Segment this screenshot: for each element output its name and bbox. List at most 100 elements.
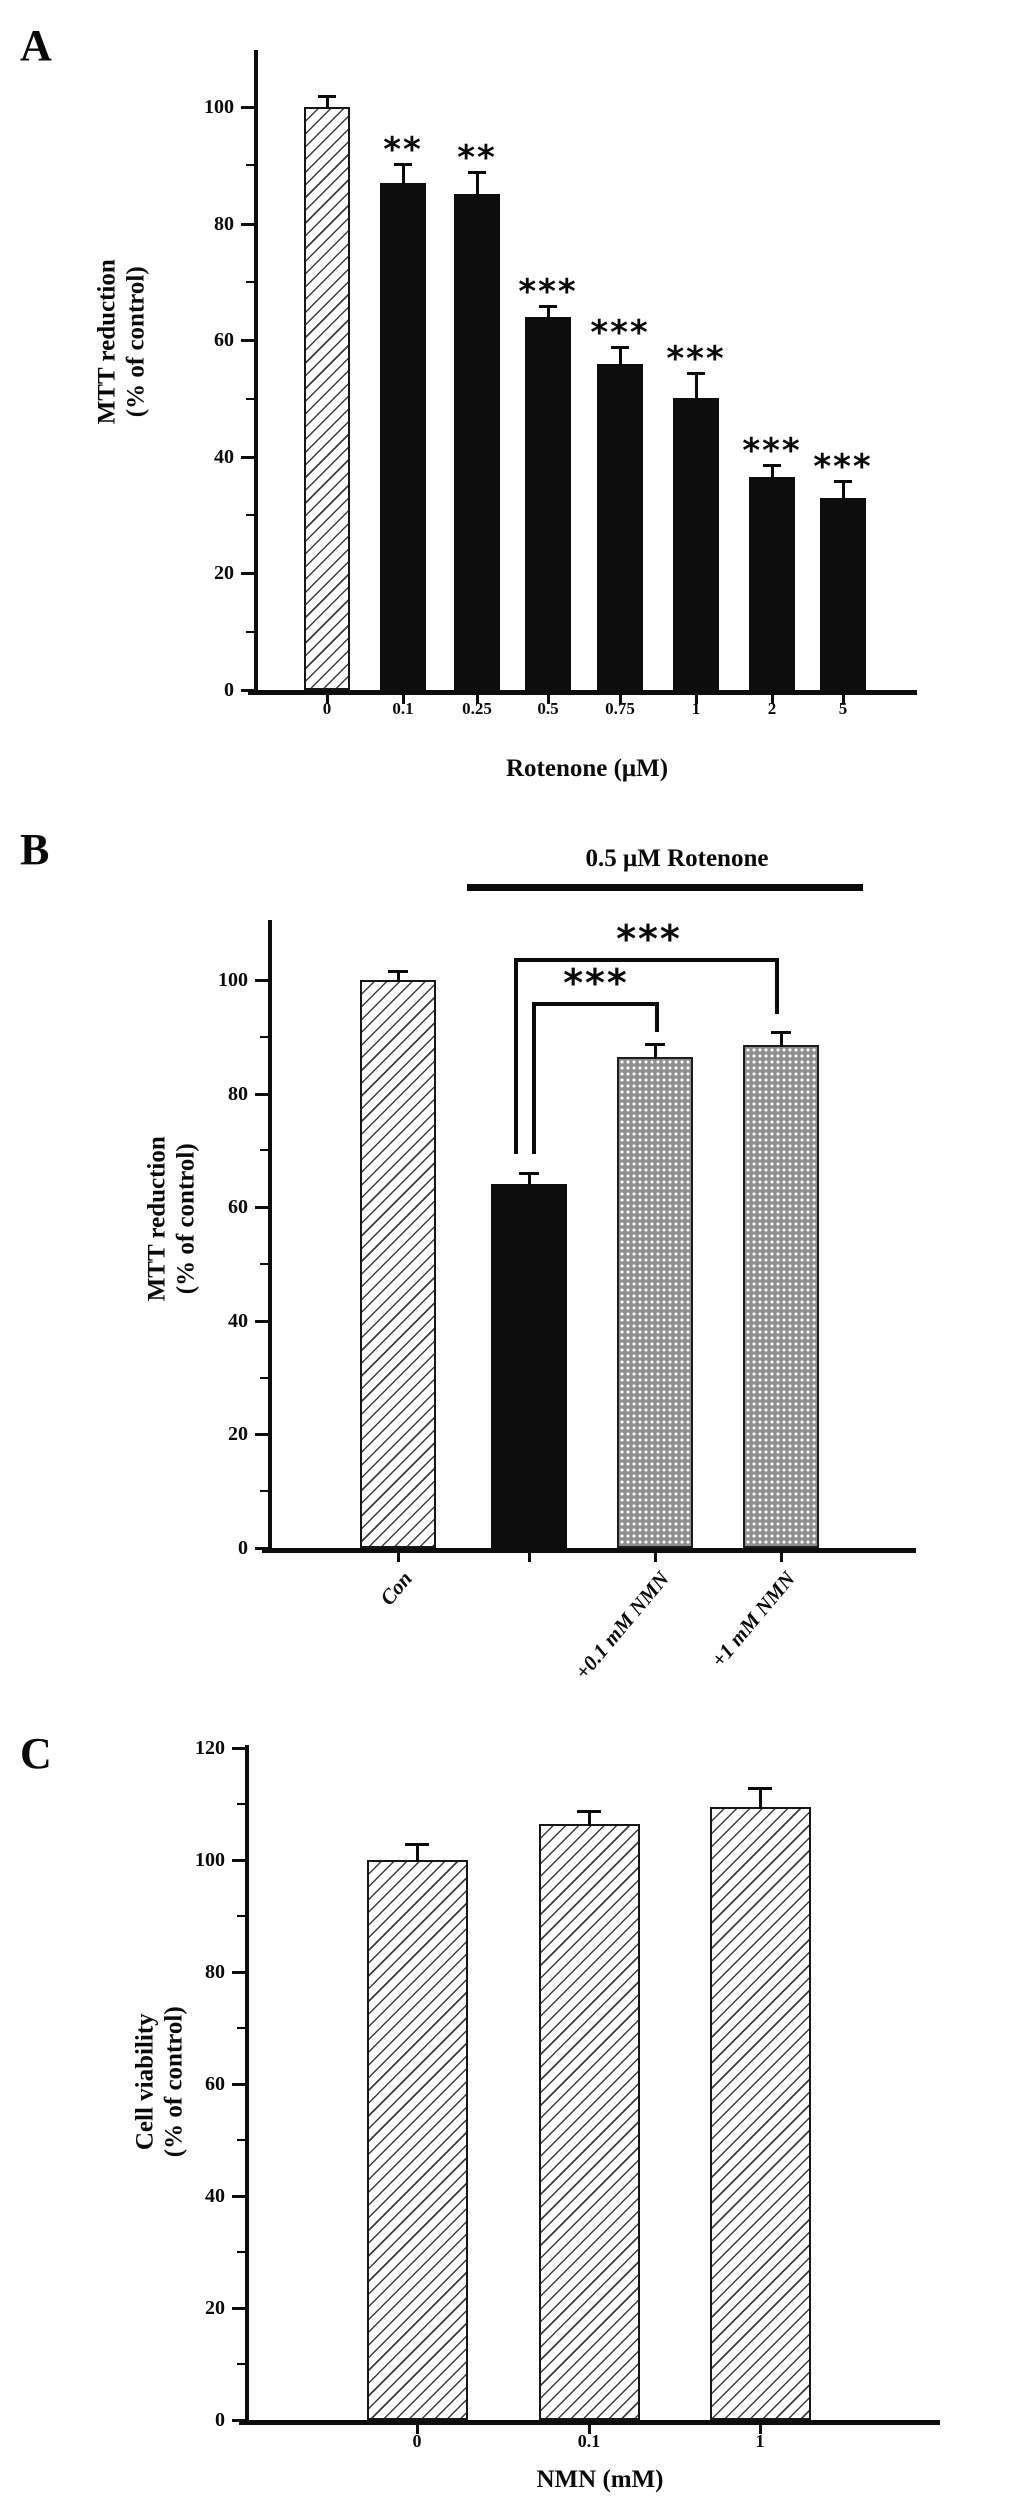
bar xyxy=(491,1184,567,1548)
x-tick xyxy=(401,695,405,704)
y-axis xyxy=(245,1745,249,2424)
x-axis xyxy=(262,1548,916,1553)
bar xyxy=(673,398,719,690)
error-bar-cap xyxy=(687,372,705,375)
inner-bracket-top xyxy=(532,1002,659,1006)
y-major-tick xyxy=(241,106,254,109)
x-tick-label: +1 mM NMN xyxy=(706,1566,800,1672)
y-tick-label: 100 xyxy=(195,1849,225,1871)
panel-a-ylabel-line2: (% of control) xyxy=(122,266,149,418)
error-bar-whisker xyxy=(475,174,479,196)
bar xyxy=(820,498,866,690)
y-tick-label: 20 xyxy=(205,2297,225,2319)
y-major-tick xyxy=(232,2083,245,2086)
y-minor-tick xyxy=(246,397,254,400)
y-major-tick xyxy=(232,1971,245,1974)
y-minor-tick xyxy=(246,514,254,517)
x-tick xyxy=(618,695,622,704)
error-bar-cap xyxy=(519,1172,539,1175)
sig-label: *** xyxy=(590,313,650,353)
y-major-tick xyxy=(255,979,268,982)
x-tick xyxy=(841,695,845,704)
sig-label: ** xyxy=(457,138,497,178)
bar xyxy=(709,1807,811,2420)
y-minor-tick xyxy=(260,1263,268,1265)
panel-a-letter: A xyxy=(20,21,52,70)
y-minor-tick xyxy=(237,1915,245,1917)
x-tick-label: 0.25 xyxy=(462,699,492,718)
bar xyxy=(538,1824,640,2420)
y-tick-label: 80 xyxy=(214,212,234,235)
bar xyxy=(366,1860,468,2420)
x-axis xyxy=(239,2420,940,2425)
x-tick-label: 0.75 xyxy=(605,699,635,718)
y-tick-label: 20 xyxy=(228,1423,248,1446)
x-tick xyxy=(770,695,774,704)
bar xyxy=(617,1057,693,1548)
y-tick-label: 80 xyxy=(205,1961,225,1983)
panel-a-ylabel-line1: MTT reduction xyxy=(93,259,121,425)
y-major-tick xyxy=(241,339,254,343)
error-bar-whisker xyxy=(546,308,550,319)
y-minor-tick xyxy=(237,2139,245,2141)
bar xyxy=(380,183,426,690)
x-tick xyxy=(653,1553,657,1562)
error-bar-whisker xyxy=(653,1046,657,1059)
bar xyxy=(597,364,643,690)
x-tick-label: 0 xyxy=(322,699,332,718)
y-tick-label: 100 xyxy=(204,96,234,118)
error-bar-cap xyxy=(611,346,629,349)
y-tick-label: 0 xyxy=(215,2409,225,2431)
outer-bracket-sig-label: *** xyxy=(616,917,682,961)
y-major-tick xyxy=(232,1859,245,1862)
inner-bracket-right-leg xyxy=(655,1002,659,1032)
error-bar-whisker xyxy=(758,1790,762,1809)
x-tick xyxy=(475,695,479,704)
bar xyxy=(304,107,350,690)
y-tick-label: 80 xyxy=(228,1082,248,1105)
y-major-tick xyxy=(232,1747,245,1750)
y-tick-label: 40 xyxy=(205,2185,225,2207)
x-tick xyxy=(694,695,698,704)
x-axis xyxy=(248,690,917,695)
error-bar-cap xyxy=(771,1031,791,1034)
sig-label: *** xyxy=(813,447,873,487)
y-major-tick xyxy=(232,2195,245,2198)
sig-label: *** xyxy=(666,339,726,379)
x-tick-label: 1 xyxy=(755,2431,765,2451)
y-minor-tick xyxy=(246,280,254,283)
x-tick xyxy=(758,2425,762,2434)
x-tick xyxy=(587,2425,591,2434)
y-major-tick xyxy=(241,572,254,576)
y-tick-label: 20 xyxy=(214,562,234,585)
inner-bracket-sig-label: *** xyxy=(563,961,629,1005)
y-minor-tick xyxy=(260,1490,268,1493)
error-bar-cap xyxy=(405,1843,429,1846)
error-bar-whisker xyxy=(770,467,774,479)
outer-bracket-top xyxy=(514,958,779,962)
y-axis xyxy=(254,50,258,694)
y-minor-tick xyxy=(246,164,254,167)
panel-b-title-underline xyxy=(467,884,863,891)
x-tick-label: Con xyxy=(375,1566,417,1610)
x-tick xyxy=(779,1553,783,1562)
y-tick-label: 40 xyxy=(214,445,234,468)
error-bar-cap xyxy=(577,1810,601,1813)
error-bar-cap xyxy=(834,480,852,483)
panel-c-x-axis-title: NMN (mM) xyxy=(536,2466,664,2493)
error-bar-whisker xyxy=(401,166,405,185)
x-tick-label: 5 xyxy=(838,699,848,718)
y-major-tick xyxy=(255,1092,268,1096)
bar xyxy=(525,317,571,690)
y-minor-tick xyxy=(237,2363,245,2365)
error-bar-cap xyxy=(539,305,557,308)
x-tick xyxy=(546,695,550,704)
x-tick-label: 1 xyxy=(691,699,701,718)
sig-label: ** xyxy=(383,130,423,170)
sig-label: *** xyxy=(742,431,802,471)
outer-bracket-left-leg xyxy=(514,958,518,1154)
bar xyxy=(360,980,436,1548)
y-minor-tick xyxy=(260,1149,268,1152)
y-axis xyxy=(268,920,272,1552)
